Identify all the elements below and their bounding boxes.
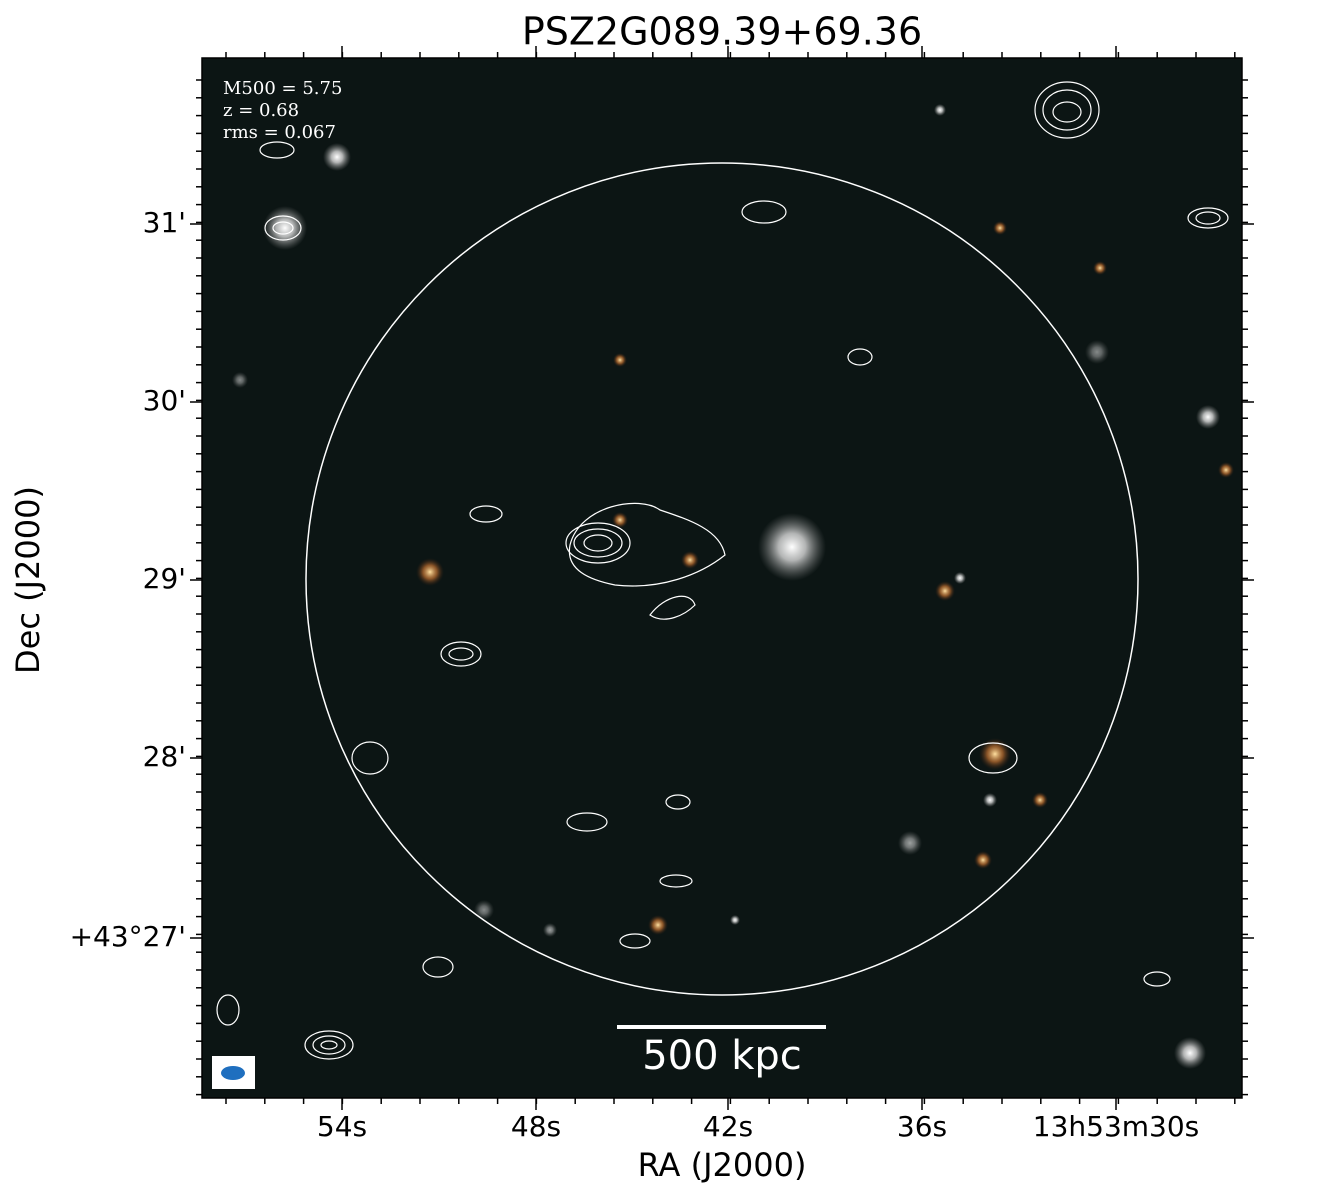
sky-image: M500 = 5.75 z = 0.68 rms = 0.067 500 kpc (202, 58, 1242, 1098)
annotation: M500 = 5.75 (223, 78, 342, 99)
y-tick-label: 30' (143, 384, 186, 417)
beam (221, 1066, 245, 1080)
y-axis-label: Dec (J2000) (9, 486, 47, 674)
y-tick-label: 28' (143, 740, 186, 773)
tick-marks (190, 46, 1254, 1110)
x-axis-label: RA (J2000) (638, 1146, 807, 1184)
x-tick-label: 42s (703, 1110, 753, 1143)
annotation: z = 0.68 (223, 100, 299, 121)
title: PSZ2G089.39+69.36 (522, 10, 922, 54)
contours (216, 81, 1229, 1060)
x-tick-label: 54s (317, 1110, 367, 1143)
scale-bar-label: 500 kpc (642, 1033, 802, 1079)
y-tick-label: +43°27' (70, 920, 186, 953)
y-tick-label: 29' (143, 562, 186, 595)
x-tick-label: 36s (897, 1110, 947, 1143)
x-tick-label: 48s (511, 1110, 561, 1143)
x-tick-label: 13h53m30s (1033, 1110, 1200, 1143)
y-tick-label: 31' (143, 206, 186, 239)
r500-circle (305, 162, 1139, 996)
annotation: rms = 0.067 (223, 122, 336, 143)
